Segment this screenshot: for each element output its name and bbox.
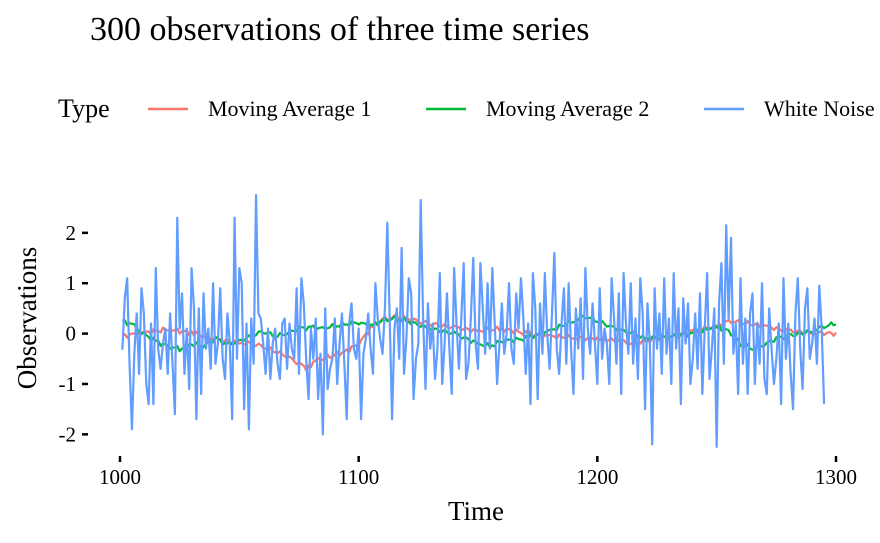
series-layer xyxy=(121,193,837,449)
x-tick-label: 1200 xyxy=(576,465,618,489)
y-tick-label: 2 xyxy=(66,221,77,245)
chart-title: 300 observations of three time series xyxy=(90,11,589,48)
x-tick-label: 1000 xyxy=(99,465,141,489)
series-line-3 xyxy=(121,193,826,449)
legend-title: Type xyxy=(58,94,110,123)
y-axis: 2 1 0 -1 -2 xyxy=(59,221,88,446)
y-tick-label: 0 xyxy=(66,322,77,346)
y-tick-label: -2 xyxy=(59,422,77,446)
legend-label: Moving Average 1 xyxy=(208,96,371,121)
y-tick-label: -1 xyxy=(59,372,77,396)
plot-area xyxy=(121,193,837,449)
x-tick-label: 1100 xyxy=(338,465,379,489)
x-axis: 1000 1100 1200 1300 xyxy=(99,456,857,489)
y-tick-label: 1 xyxy=(66,271,77,295)
legend-label: Moving Average 2 xyxy=(486,96,649,121)
x-axis-title: Time xyxy=(448,496,504,526)
legend-item: Moving Average 1 xyxy=(148,96,371,121)
legend-item: Moving Average 2 xyxy=(426,96,649,121)
legend-item: White Noise xyxy=(704,96,875,121)
x-tick-label: 1300 xyxy=(815,465,857,489)
legend-label: White Noise xyxy=(764,96,875,121)
legend: Type Moving Average 1 Moving Average 2 Whi… xyxy=(58,94,875,123)
y-axis-title: Observations xyxy=(12,247,42,389)
